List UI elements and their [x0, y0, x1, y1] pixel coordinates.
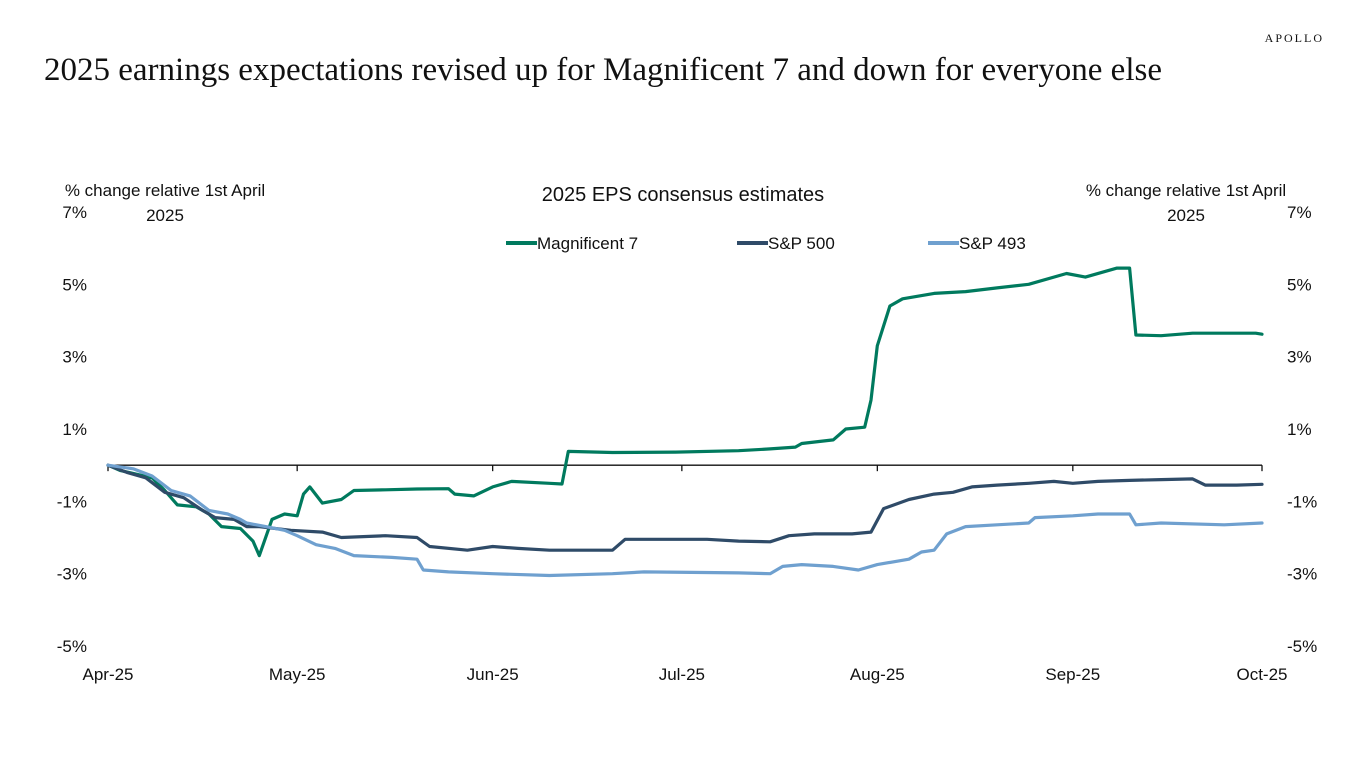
legend-label: S&P 493 [959, 234, 1026, 253]
legend-label: S&P 500 [768, 234, 835, 253]
y-tick-label-right: 5% [1287, 275, 1312, 294]
plot-lines [106, 266, 1264, 578]
x-tick-label: Apr-25 [82, 665, 133, 684]
x-tick-label: May-25 [269, 665, 326, 684]
x-axis: Apr-25 May-25 Jun-25 Jul-25 Aug-25 Sep-25 Oct-… [82, 464, 1288, 684]
right-axis-title-line1: % change relative 1st April [1086, 181, 1286, 200]
y-tick-label-right: -5% [1287, 637, 1317, 656]
y-tick-label-right: 1% [1287, 420, 1312, 439]
y-tick-label-left: 5% [62, 275, 87, 294]
y-tick-label-right: -3% [1287, 565, 1317, 584]
x-tick-label: Jul-25 [659, 665, 705, 684]
y-tick-label-left: 7% [62, 203, 87, 222]
chart-title: 2025 EPS consensus estimates [542, 184, 824, 206]
page-headline: 2025 earnings expectations revised up fo… [44, 52, 1162, 88]
y-tick-label-left: -3% [57, 565, 87, 584]
y-tick-label-left: 1% [62, 420, 87, 439]
series-line-s-p-500 [106, 463, 1264, 552]
left-axis-title-line2: 2025 [146, 206, 184, 225]
left-axis-title-line1: % change relative 1st April [65, 181, 265, 200]
y-tick-label-right: 7% [1287, 203, 1312, 222]
y-tick-label-left: -5% [57, 637, 87, 656]
chart-legend: Magnificent 7 S&P 500 S&P 493 [506, 234, 1026, 253]
y-tick-label-right: -1% [1287, 492, 1317, 511]
series-line-magnificent-7 [106, 266, 1264, 558]
y-tick-label-left: 3% [62, 348, 87, 367]
x-tick-label: Jun-25 [467, 665, 519, 684]
y-tick-label-left: -1% [57, 492, 87, 511]
left-y-axis: 7% 5% 3% 1% -1% -3% -5% [57, 203, 87, 656]
brand-logo: APOLLO [1264, 31, 1324, 45]
right-y-axis: 7% 5% 3% 1% -1% -3% -5% [1287, 203, 1317, 656]
x-tick-label: Sep-25 [1045, 665, 1100, 684]
legend-label: Magnificent 7 [537, 234, 638, 253]
series-line-s-p-493 [106, 463, 1264, 578]
right-axis-title-line2: 2025 [1167, 206, 1205, 225]
x-tick-label: Aug-25 [850, 665, 905, 684]
y-tick-label-right: 3% [1287, 348, 1312, 367]
x-tick-label: Oct-25 [1236, 665, 1287, 684]
